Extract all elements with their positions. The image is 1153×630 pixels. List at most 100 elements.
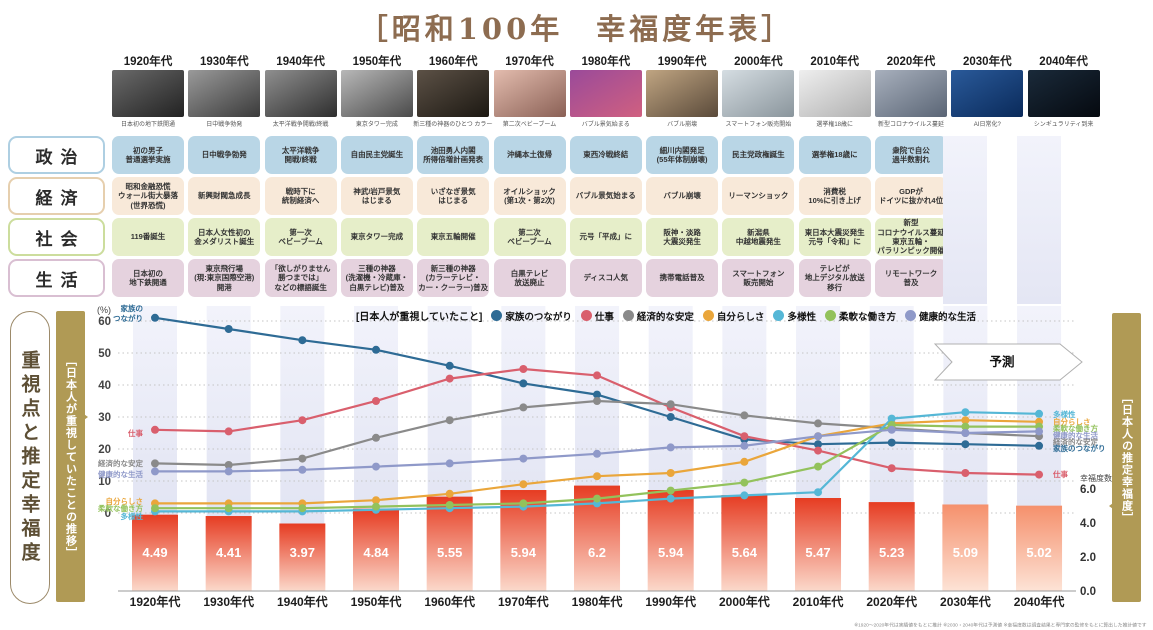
happiness-bar-value: 5.94 xyxy=(658,545,684,560)
decade-photo-caption: 新型コロナウイルス蔓延 xyxy=(877,122,944,128)
decade-photo xyxy=(264,70,337,117)
event-cell: 日本人女性初の 金メダリスト誕生 xyxy=(188,218,261,256)
legend-label: 家族のつながり xyxy=(505,311,572,323)
series-point xyxy=(814,440,823,449)
happiness-bar-value: 5.55 xyxy=(437,545,462,560)
event-cell: 第一次 ベビーブーム xyxy=(264,218,337,256)
event-cell: スマートフォン 販売開始 xyxy=(722,259,795,297)
series-point xyxy=(151,313,159,322)
legend-label: 多様性 xyxy=(787,311,816,323)
series-point xyxy=(814,446,823,455)
event-cell: テレビが 地上デジタル放送 移行 xyxy=(798,259,871,297)
x-axis-label: 1960年代 xyxy=(424,594,475,609)
series-end-label: 仕事 xyxy=(1052,469,1069,479)
y-left-tick: 50 xyxy=(98,348,111,360)
legend-title: [日本人が重視していたこと] xyxy=(356,312,483,323)
decade-label: 2020年代 xyxy=(886,56,936,68)
series-point xyxy=(445,489,454,498)
happiness-bar xyxy=(205,516,252,591)
happiness-bar-value: 5.09 xyxy=(953,545,978,560)
series-point xyxy=(298,336,307,345)
happiness-bar xyxy=(868,502,915,591)
series-point xyxy=(1035,427,1044,436)
series-start-label: 多様性 xyxy=(121,511,144,521)
legend-item: 仕事 xyxy=(580,309,614,323)
legend-item: 経済的な安定 xyxy=(622,309,694,323)
happiness-bar-value: 4.84 xyxy=(363,545,389,560)
row-header-0: 政治 xyxy=(8,136,105,174)
decade-label: 2000年代 xyxy=(734,56,783,68)
decade-photo-caption: 太平洋戦争開戦/終戦 xyxy=(272,122,329,128)
chart-section-title: 重視点と推定幸福度 xyxy=(18,349,41,566)
series-start-label: 仕事 xyxy=(127,428,143,438)
series-point xyxy=(593,494,602,503)
series-point xyxy=(814,419,823,428)
series-point xyxy=(593,390,602,399)
y-left-tick: 20 xyxy=(98,444,111,456)
series-point xyxy=(298,504,307,513)
legend-dot xyxy=(580,310,592,321)
decade-label: 1970年代 xyxy=(505,56,554,68)
event-cell: バブル崩壊 xyxy=(646,177,719,215)
forecast-label: 予測 xyxy=(989,354,1014,369)
series-point xyxy=(1035,441,1044,450)
series-point xyxy=(519,499,528,508)
right-banner-arrow xyxy=(1101,498,1120,514)
series-point xyxy=(814,462,823,471)
event-cell: GDPが ドイツに抜かれ4位 xyxy=(875,177,947,215)
happiness-bar-value: 3.97 xyxy=(290,545,315,560)
series-point xyxy=(151,467,159,476)
x-axis-label: 2040年代 xyxy=(1014,594,1065,609)
series-point xyxy=(961,416,970,425)
forecast-column-stripe xyxy=(943,136,988,304)
series-start-label: 家族の xyxy=(121,303,144,313)
happiness-bar xyxy=(647,490,694,591)
decade-photo-caption: バブル景気始まる xyxy=(581,122,630,128)
series-point xyxy=(740,478,749,487)
forecast-column-stripe xyxy=(1017,136,1062,304)
event-cell: 衆院で自公 過半数割れ xyxy=(875,136,947,174)
decade-photo xyxy=(340,70,413,117)
decade-label: 2030年代 xyxy=(963,56,1012,68)
legend-item: 多様性 xyxy=(773,309,816,323)
decade-photo-caption: 東京タワー完成 xyxy=(355,122,398,128)
decade-label: 1960年代 xyxy=(428,56,478,68)
event-cell: 新興財閥急成長 xyxy=(188,177,261,215)
event-cell: 沖縄本土復帰 xyxy=(493,136,566,174)
decade-label: 2040年代 xyxy=(1039,56,1088,68)
series-point xyxy=(1035,409,1044,418)
series-point xyxy=(519,365,528,373)
series-point xyxy=(151,459,159,468)
decade-photo xyxy=(569,70,642,117)
series-point xyxy=(887,464,896,473)
x-axis-label: 1990年代 xyxy=(645,594,696,609)
y-right-tick: 2.0 xyxy=(1080,552,1096,564)
series-point xyxy=(666,469,675,477)
event-cell: 戦時下に 統制経済へ xyxy=(264,177,337,215)
happiness-bar xyxy=(426,496,473,591)
y-left-tick: 0 xyxy=(105,508,111,520)
series-point xyxy=(298,416,307,425)
event-cell: 新型 コロナウイルス蔓延 東京五輪・ パラリンピック開催 xyxy=(875,218,947,256)
x-axis-label: 1980年代 xyxy=(572,594,623,609)
decade-photo xyxy=(493,70,566,117)
series-point xyxy=(814,488,823,497)
series-point xyxy=(740,441,749,450)
series-point xyxy=(372,397,381,405)
decade-photo-caption: AI日常化? xyxy=(973,122,1001,128)
series-point xyxy=(372,345,381,354)
decade-photo xyxy=(417,70,490,117)
x-axis-label: 2000年代 xyxy=(719,594,770,609)
row-header-1: 経済 xyxy=(8,177,105,215)
event-cell: 日中戦争勃発 xyxy=(188,136,261,174)
decade-label: 1980年代 xyxy=(581,56,631,68)
decade-photo-caption: 第二次ベビーブーム xyxy=(502,122,557,128)
x-axis-label: 1930年代 xyxy=(203,594,254,609)
decade-photo xyxy=(875,70,947,117)
series-point xyxy=(519,379,528,388)
series-point xyxy=(666,413,675,421)
event-cell: 東京タワー完成 xyxy=(340,218,413,256)
series-point xyxy=(593,397,602,405)
decade-photo-caption: 日中戦争勃発 xyxy=(206,122,243,128)
series-point xyxy=(445,361,454,370)
